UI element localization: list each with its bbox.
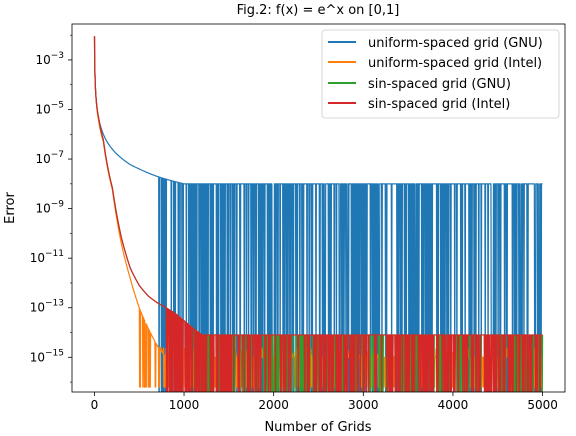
legend: uniform-spaced grid (GNU) uniform-spaced… [321,29,560,119]
x-tick-label: 5000 [527,398,558,412]
y-axis-label: Error [3,192,18,224]
y-tick-label: 10−13 [30,299,64,315]
x-tick-label: 2000 [258,398,289,412]
legend-label-1: uniform-spaced grid (GNU) [368,36,543,51]
legend-label-3: sin-spaced grid (GNU) [368,77,511,92]
y-tick-label: 10−5 [35,100,64,116]
x-axis: 0 1000 2000 3000 4000 5000 [91,392,558,412]
y-tick-label: 10−15 [30,348,64,364]
series-layer [93,36,544,392]
series-line-1 [93,36,543,392]
chart-title: Fig.2: f(x) = e^x on [0,1] [237,3,400,18]
legend-label-4: sin-spaced grid (Intel) [368,97,510,112]
series-line-4 [93,36,543,392]
x-tick-label: 1000 [169,398,200,412]
legend-label-2: uniform-spaced grid (Intel) [368,56,542,71]
y-tick-label: 10−11 [30,249,64,265]
y-tick-label: 10−7 [35,150,64,166]
x-axis-label: Number of Grids [264,420,371,435]
y-axis: 10−15 10−13 10−11 10−9 10−7 10−5 10−3 [30,34,72,383]
x-tick-label: 3000 [348,398,379,412]
y-tick-label: 10−3 [35,51,64,67]
y-tick-label: 10−9 [35,200,64,216]
plot-frame [71,23,566,393]
x-tick-label: 4000 [438,398,469,412]
x-tick-label: 0 [91,398,99,412]
legend-box [321,29,560,119]
